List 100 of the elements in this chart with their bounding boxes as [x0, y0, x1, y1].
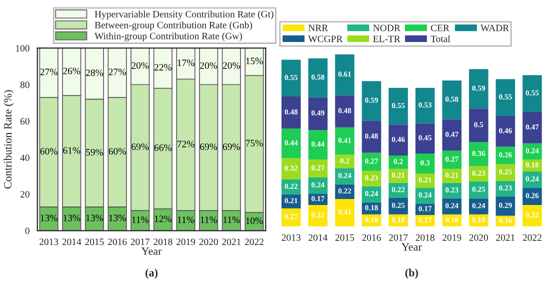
- bar: [282, 180, 301, 194]
- legend-label: Hypervariable Density Contribution Rate (Gt): [94, 10, 274, 20]
- data-label: 28%: [86, 70, 104, 76]
- legend-label: Total: [430, 35, 450, 42]
- bar: [442, 150, 462, 169]
- bar: [468, 182, 488, 198]
- bar: [335, 168, 354, 184]
- bar: [282, 128, 301, 158]
- bar: [522, 172, 542, 188]
- y-tick-label: 80: [20, 82, 30, 88]
- legend-label: NODR: [373, 24, 400, 32]
- data-label: 75%: [246, 140, 263, 146]
- data-label: 69%: [132, 143, 149, 150]
- bar: [522, 188, 542, 205]
- x-tick-label: 2017: [130, 238, 150, 246]
- bar: [335, 95, 354, 128]
- y-tick-label: 20: [20, 191, 30, 198]
- bar: [388, 198, 408, 214]
- x-tick-label: 2019: [442, 234, 462, 241]
- data-label: 12%: [154, 216, 172, 222]
- x-tick-label: 2015: [85, 238, 104, 246]
- data-label: 13%: [40, 214, 58, 222]
- data-label: 11%: [200, 216, 217, 224]
- x-tick-label: 2017: [388, 234, 408, 241]
- data-label: 13%: [109, 214, 126, 222]
- y-axis-title: Contribution Rate (%): [4, 90, 14, 189]
- x-tick-label: 2022: [244, 238, 264, 246]
- data-label: 11%: [178, 216, 194, 224]
- x-tick-label: 2018: [154, 238, 172, 246]
- data-label: 27%: [108, 68, 126, 76]
- legend-label: CER: [430, 24, 450, 32]
- bar: [335, 127, 354, 155]
- y-tick-label: 100: [16, 45, 30, 52]
- bar: [468, 166, 488, 182]
- bar: [388, 88, 408, 125]
- bar: [282, 96, 301, 129]
- bar: [282, 208, 301, 226]
- bar: [415, 88, 435, 124]
- data-label: 11%: [132, 216, 149, 224]
- data-label: 11%: [224, 216, 240, 224]
- x-tick-label: 2020: [469, 234, 488, 241]
- x-tick-label: 2019: [176, 238, 196, 246]
- data-label: 61%: [63, 147, 80, 154]
- bar: [388, 124, 408, 156]
- bar: [496, 116, 516, 147]
- data-label: 10%: [246, 217, 263, 224]
- bar: [496, 164, 516, 181]
- bar: [415, 153, 435, 174]
- data-label: 22%: [154, 64, 172, 71]
- bar: [442, 182, 462, 198]
- data-label: 20%: [132, 62, 149, 69]
- bar: [522, 112, 542, 144]
- legend-label: NRR: [308, 24, 328, 32]
- data-label: 13%: [64, 214, 80, 222]
- bar: [496, 79, 516, 116]
- data-label: 69%: [222, 143, 240, 150]
- legend-label: Within-group Contribution Rate (Gw): [94, 32, 242, 42]
- bar: [308, 58, 328, 98]
- bar: [468, 108, 488, 142]
- bar: [362, 81, 382, 121]
- data-label: 17%: [178, 60, 194, 66]
- legend-label: Between-group Contribution Rate (Gnb): [94, 22, 252, 30]
- bar: [522, 143, 542, 160]
- bar: [335, 184, 354, 199]
- bar: [335, 198, 354, 226]
- bar: [522, 204, 542, 226]
- x-tick-label: 2013: [282, 234, 300, 241]
- bar: [362, 186, 382, 202]
- bar: [442, 119, 462, 151]
- data-label: 27%: [40, 68, 58, 76]
- data-label: 20%: [222, 62, 240, 69]
- y-tick-label: 60: [20, 118, 30, 125]
- x-tick-label: 2016: [362, 234, 381, 241]
- y-tick-label: 40: [20, 154, 30, 162]
- x-tick-label: 2016: [108, 238, 127, 246]
- x-tick-label: 2014: [308, 234, 328, 241]
- data-label: 72%: [177, 140, 194, 148]
- bar: [335, 154, 354, 168]
- bar: [388, 182, 408, 198]
- x-axis-title: Year: [141, 248, 162, 255]
- x-tick-label: 2014: [62, 238, 82, 246]
- x-axis-title: Year: [402, 243, 422, 251]
- bar: [468, 198, 488, 214]
- bar: [308, 204, 328, 226]
- bar: [362, 120, 382, 153]
- legend-label: EL-TR: [373, 36, 400, 42]
- text: (a): [146, 268, 158, 279]
- data-label: 26%: [63, 68, 80, 74]
- x-tick-label: 2021: [222, 238, 241, 246]
- x-tick-label: 2018: [416, 234, 434, 241]
- bar: [282, 158, 301, 180]
- bar: [442, 168, 462, 183]
- legend-label: WADR: [480, 24, 510, 32]
- legend-label: WCGPR: [308, 36, 343, 42]
- bar: [442, 80, 462, 120]
- bar: [282, 194, 301, 208]
- x-tick-label: 2013: [40, 238, 58, 246]
- data-label: 59%: [86, 148, 104, 156]
- data-label: 13%: [86, 214, 104, 222]
- data-label: 60%: [40, 148, 58, 155]
